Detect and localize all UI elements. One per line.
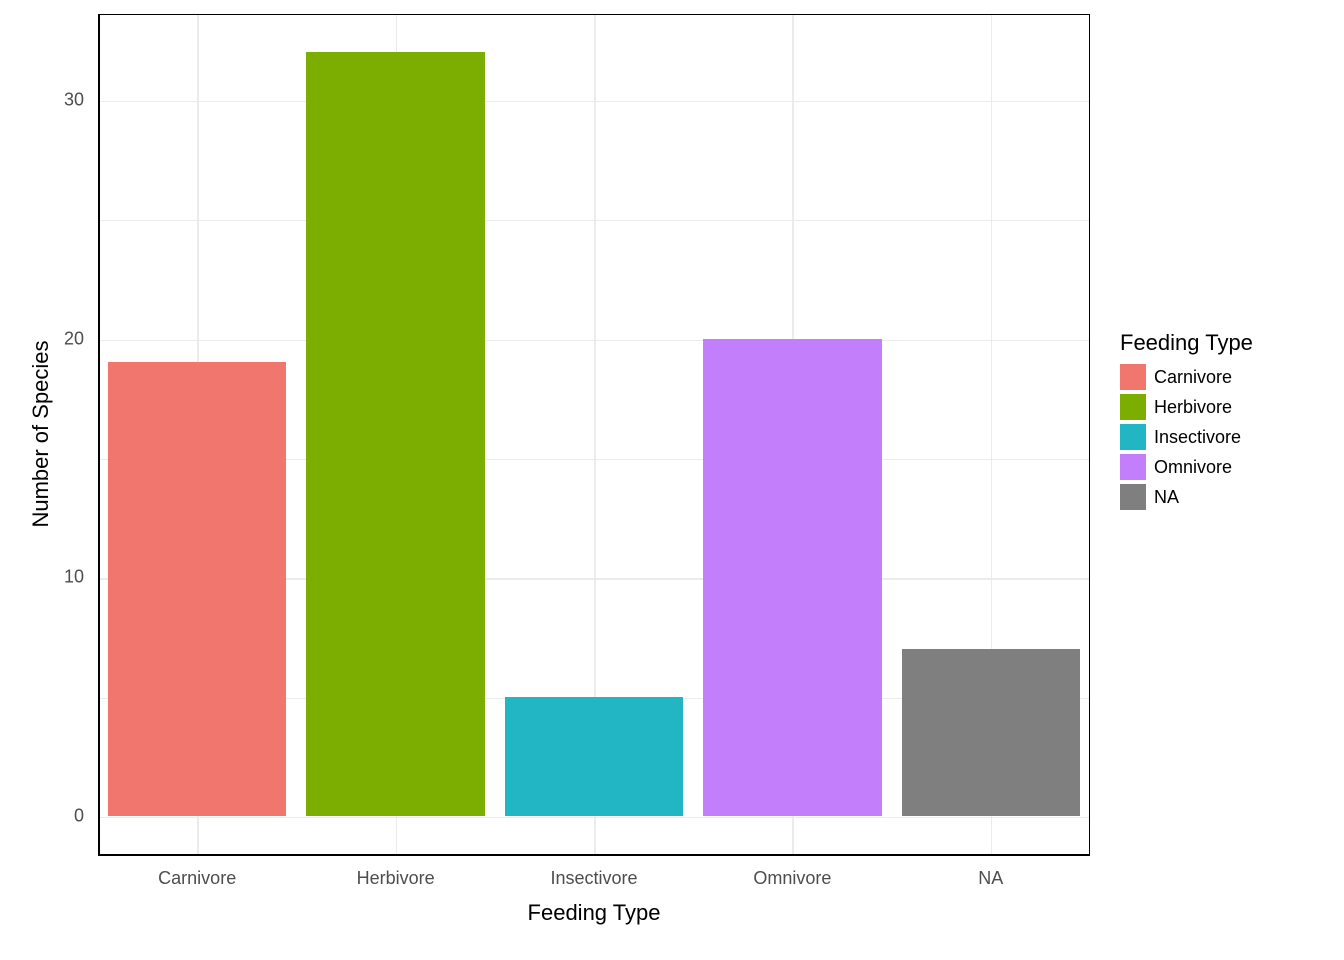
x-tick-label: NA <box>978 868 1003 889</box>
legend-label: NA <box>1154 487 1179 508</box>
x-axis-title: Feeding Type <box>528 900 661 926</box>
y-tick-label: 30 <box>0 89 84 110</box>
legend-item: NA <box>1120 484 1253 510</box>
legend: Feeding Type Carnivore Herbivore Insectivo… <box>1120 330 1253 514</box>
bar <box>108 362 287 815</box>
x-tick-label: Insectivore <box>550 868 637 889</box>
legend-swatch <box>1120 424 1146 450</box>
plot-area <box>98 14 1090 854</box>
x-axis-line <box>98 854 1090 856</box>
legend-item: Insectivore <box>1120 424 1253 450</box>
legend-label: Carnivore <box>1154 367 1232 388</box>
y-tick-label: 20 <box>0 328 84 349</box>
x-tick-label: Herbivore <box>357 868 435 889</box>
y-tick-label: 0 <box>0 805 84 826</box>
y-axis-line <box>98 14 100 854</box>
legend-label: Omnivore <box>1154 457 1232 478</box>
legend-item: Herbivore <box>1120 394 1253 420</box>
chart-container: Number of Species Feeding Type Feeding T… <box>0 0 1344 960</box>
bar <box>902 649 1081 816</box>
bar <box>505 697 684 816</box>
y-axis-title: Number of Species <box>28 340 54 527</box>
legend-swatch <box>1120 394 1146 420</box>
bar <box>703 339 882 816</box>
legend-item: Omnivore <box>1120 454 1253 480</box>
x-tick-label: Carnivore <box>158 868 236 889</box>
legend-label: Herbivore <box>1154 397 1232 418</box>
x-tick-label: Omnivore <box>753 868 831 889</box>
legend-swatch <box>1120 454 1146 480</box>
legend-title: Feeding Type <box>1120 330 1253 356</box>
legend-swatch <box>1120 484 1146 510</box>
bar <box>306 52 485 816</box>
legend-label: Insectivore <box>1154 427 1241 448</box>
legend-swatch <box>1120 364 1146 390</box>
y-tick-label: 10 <box>0 567 84 588</box>
legend-item: Carnivore <box>1120 364 1253 390</box>
